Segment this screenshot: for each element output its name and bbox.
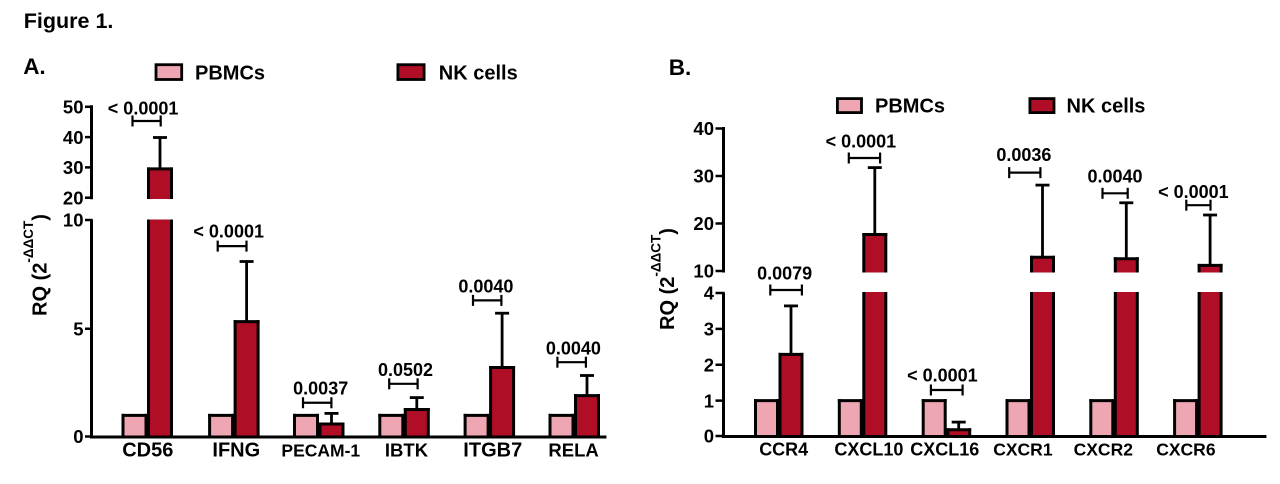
- svg-text:0.0040: 0.0040: [1087, 166, 1142, 186]
- svg-text:NK cells: NK cells: [1067, 95, 1146, 117]
- svg-text:40: 40: [693, 118, 714, 139]
- svg-text:0.0079: 0.0079: [757, 264, 812, 284]
- svg-text:4: 4: [704, 283, 715, 304]
- svg-text:< 0.0001: < 0.0001: [193, 221, 264, 241]
- svg-text:CXCR6: CXCR6: [1156, 440, 1216, 460]
- svg-text:< 0.0001: < 0.0001: [826, 132, 897, 152]
- svg-text:20: 20: [63, 187, 84, 208]
- svg-text:CXCL10: CXCL10: [834, 440, 903, 460]
- svg-text:A.: A.: [23, 54, 46, 79]
- svg-text:30: 30: [693, 166, 714, 187]
- svg-text:10: 10: [63, 210, 84, 231]
- svg-text:30: 30: [63, 157, 84, 178]
- svg-text:0: 0: [704, 426, 714, 447]
- svg-text:CXCR1: CXCR1: [993, 440, 1053, 460]
- svg-text:< 0.0001: < 0.0001: [108, 98, 179, 118]
- svg-text:CD56: CD56: [122, 440, 173, 462]
- svg-text:50: 50: [63, 97, 84, 118]
- svg-text:CXCR2: CXCR2: [1074, 440, 1134, 460]
- svg-text:CCR4: CCR4: [759, 440, 808, 460]
- svg-text:0.0040: 0.0040: [546, 339, 601, 359]
- svg-text:PBMCs: PBMCs: [195, 63, 265, 85]
- svg-text:< 0.0001: < 0.0001: [907, 366, 978, 386]
- svg-text:RELA: RELA: [548, 440, 598, 461]
- svg-text:< 0.0001: < 0.0001: [1158, 182, 1229, 202]
- svg-text:10: 10: [693, 261, 714, 282]
- svg-text:0.0502: 0.0502: [378, 360, 433, 380]
- svg-text:NK cells: NK cells: [439, 63, 518, 85]
- svg-text:0.0040: 0.0040: [458, 276, 513, 296]
- svg-text:0.0036: 0.0036: [996, 145, 1051, 165]
- svg-text:PECAM-1: PECAM-1: [281, 441, 360, 461]
- svg-text:2: 2: [704, 354, 714, 375]
- svg-text:0.0037: 0.0037: [293, 378, 348, 398]
- svg-text:20: 20: [693, 213, 714, 234]
- svg-text:B.: B.: [669, 55, 692, 80]
- svg-text:Figure 1.: Figure 1.: [24, 9, 114, 33]
- svg-text:3: 3: [704, 319, 714, 340]
- svg-text:IBTK: IBTK: [385, 440, 429, 461]
- svg-text:ITGB7: ITGB7: [463, 440, 522, 462]
- svg-text:CXCL16: CXCL16: [910, 440, 979, 460]
- svg-text:PBMCs: PBMCs: [875, 95, 945, 117]
- svg-text:40: 40: [63, 127, 84, 148]
- svg-text:0: 0: [73, 426, 83, 447]
- svg-text:5: 5: [73, 318, 83, 339]
- svg-text:IFNG: IFNG: [212, 440, 260, 462]
- svg-text:1: 1: [704, 390, 714, 411]
